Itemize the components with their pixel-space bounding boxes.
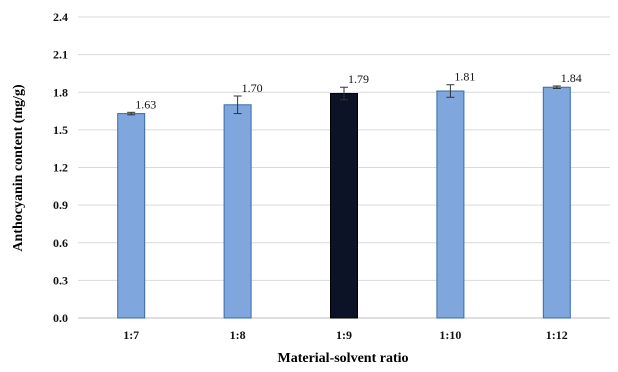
y-tick-label: 2.1: [53, 48, 68, 62]
y-tick-label: 0.0: [53, 311, 68, 325]
data-label: 1.81: [454, 70, 475, 84]
y-tick-label: 0.3: [53, 273, 68, 287]
data-label: 1.79: [348, 72, 369, 86]
bar-1-12: [542, 86, 571, 319]
error-bars: [127, 84, 561, 116]
bar-1-10: [436, 90, 465, 319]
y-tick-label: 2.4: [53, 10, 68, 24]
data-label: 1.70: [242, 81, 263, 95]
x-axis-categories: 1:7 1:8 1:9 1:10 1:12: [123, 328, 568, 342]
x-category-label: 1:12: [546, 328, 568, 342]
y-tick-label: 1.5: [53, 123, 68, 137]
y-tick-label: 1.8: [53, 85, 68, 99]
y-tick-label: 1.2: [53, 161, 68, 175]
data-labels: 1.63 1.70 1.79 1.81 1.84: [135, 70, 582, 112]
y-tick-label: 0.9: [53, 198, 68, 212]
data-label: 1.63: [135, 97, 156, 111]
x-axis-title: Material-solvent ratio: [277, 351, 408, 366]
bar-1-8: [223, 104, 252, 319]
x-category-label: 1:7: [123, 328, 139, 342]
bar-1-9: [330, 93, 358, 319]
data-label: 1.84: [561, 71, 582, 85]
x-category-label: 1:8: [230, 328, 246, 342]
bars: [117, 86, 571, 319]
x-category-label: 1:9: [336, 328, 352, 342]
y-tick-label: 0.6: [53, 236, 68, 250]
y-axis-ticks: 0.0 0.3 0.6 0.9 1.2 1.5 1.8 2.1 2.4: [53, 10, 68, 325]
bar-1-7: [117, 113, 146, 319]
y-axis-title: Anthocyanin content (mg/g): [11, 84, 26, 252]
x-category-label: 1:10: [439, 328, 461, 342]
